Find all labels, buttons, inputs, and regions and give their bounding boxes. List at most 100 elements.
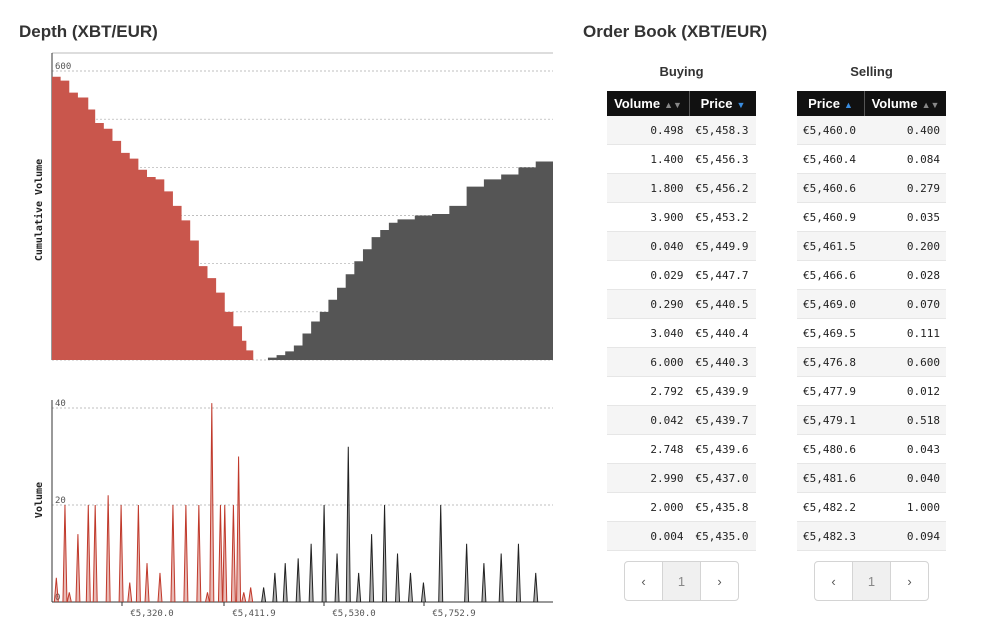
bid-volume-spike [222, 504, 228, 603]
buying-row: 3.040 €5,440.4 [607, 318, 756, 348]
buying-price-header[interactable]: Price ▼ [689, 91, 756, 116]
bid-volume-spike [135, 504, 141, 603]
ask-volume-spike [395, 553, 401, 603]
buying-cell: €5,435.0 [689, 521, 756, 551]
selling-cell: €5,479.1 [797, 405, 865, 435]
depth-ylabel: Cumulative Volume [33, 159, 45, 261]
buying-cell: 1.400 [607, 144, 690, 174]
bid-volume-spike [157, 572, 163, 603]
ask-volume-spike [498, 553, 504, 603]
buying-row: 6.000 €5,440.3 [607, 347, 756, 377]
buying-cell: €5,458.3 [689, 116, 756, 145]
selling-cell: 0.070 [864, 289, 946, 319]
bid-volume-spike [241, 592, 247, 603]
bid-volume-spike [230, 504, 236, 603]
selling-price-header[interactable]: Price ▲ [797, 91, 865, 116]
volume-xtick-label: €5,530.0 [332, 609, 375, 619]
volume-ylabel: Volume [34, 482, 45, 518]
selling-volume-header-label: Volume [871, 96, 918, 111]
buying-pagination: ‹ 1 › [624, 561, 739, 601]
selling-cell: €5,461.5 [797, 231, 865, 261]
volume-ytick-label: 20 [55, 496, 66, 506]
ask-volume-spike [464, 543, 470, 603]
buying-row: 1.800 €5,456.2 [607, 173, 756, 203]
volume-xtick-label: €5,320.0 [130, 609, 173, 619]
selling-volume-header[interactable]: Volume ▲▼ [864, 91, 946, 116]
bid-volume-spike [85, 504, 91, 603]
selling-row: €5,460.9 0.035 [797, 202, 946, 232]
buying-cell: €5,440.3 [689, 347, 756, 377]
ask-volume-spike [345, 446, 351, 603]
buying-row: 3.900 €5,453.2 [607, 202, 756, 232]
bid-volume-spike [209, 403, 215, 603]
buying-cell: €5,440.4 [689, 318, 756, 348]
ask-volume-spike [272, 572, 278, 603]
volume-xtick-label: €5,752.9 [432, 609, 475, 619]
selling-row: €5,480.6 0.043 [797, 434, 946, 464]
selling-cell: €5,476.8 [797, 347, 865, 377]
buying-prev-page-button[interactable]: ‹ [641, 573, 646, 589]
selling-next-page-button[interactable]: › [907, 573, 912, 589]
bid-volume-spike [53, 577, 59, 603]
bid-volume-spike [92, 504, 98, 603]
depth-ytick-label: 600 [55, 62, 71, 72]
selling-cell: 0.012 [864, 376, 946, 406]
selling-cell: €5,477.9 [797, 376, 865, 406]
volume-xtick-label: €5,411.9 [232, 609, 275, 619]
selling-row: €5,460.0 0.400 [797, 116, 946, 145]
asks-depth-area [259, 157, 553, 360]
selling-cell: 0.518 [864, 405, 946, 435]
buying-cell: 0.029 [607, 260, 690, 290]
buying-row: 0.029 €5,447.7 [607, 260, 756, 290]
selling-cell: 1.000 [864, 492, 946, 522]
buying-row: 2.792 €5,439.9 [607, 376, 756, 406]
bid-volume-spike [118, 504, 124, 603]
selling-row: €5,469.5 0.111 [797, 318, 946, 348]
bid-volume-spike [236, 456, 242, 603]
buying-price-header-label: Price [700, 96, 733, 111]
buying-cell: 1.800 [607, 173, 690, 203]
selling-cell: €5,469.5 [797, 318, 865, 348]
ask-volume-spike [382, 504, 388, 603]
selling-cell: €5,481.6 [797, 463, 865, 493]
buying-volume-header[interactable]: Volume ▲▼ [607, 91, 690, 116]
ask-volume-spike [420, 582, 426, 603]
selling-prev-page-button[interactable]: ‹ [831, 573, 836, 589]
buying-volume-header-label: Volume [614, 96, 661, 111]
buying-cell: €5,439.9 [689, 376, 756, 406]
depth-title: Depth (XBT/EUR) [19, 22, 158, 41]
selling-cell: 0.600 [864, 347, 946, 377]
sort-down-icon: ▼ [736, 100, 746, 110]
selling-page-number[interactable]: 1 [852, 562, 891, 600]
order-book-title: Order Book (XBT/EUR) [583, 22, 768, 41]
ask-volume-spike [481, 563, 487, 603]
buying-cell: €5,453.2 [689, 202, 756, 232]
ask-volume-spike [308, 543, 314, 603]
buying-page-number[interactable]: 1 [662, 562, 701, 600]
selling-cell: €5,469.0 [797, 289, 865, 319]
buying-cell: €5,435.8 [689, 492, 756, 522]
buying-row: 0.290 €5,440.5 [607, 289, 756, 319]
selling-table: Price ▲ Volume ▲▼ €5,460.0 0.400 €5,460.4 0.0… [797, 91, 946, 551]
selling-cell: 0.400 [864, 116, 946, 145]
selling-cell: 0.040 [864, 463, 946, 493]
selling-row: €5,482.2 1.000 [797, 492, 946, 522]
selling-cell: €5,480.6 [797, 434, 865, 464]
selling-cell: €5,460.4 [797, 144, 865, 174]
selling-cell: €5,466.6 [797, 260, 865, 290]
ask-volume-spike [261, 587, 267, 603]
buying-next-page-button[interactable]: › [717, 573, 722, 589]
sort-both-icon: ▲▼ [664, 100, 682, 110]
buying-cell: 0.042 [607, 405, 690, 435]
selling-cell: 0.094 [864, 521, 946, 551]
buying-cell: 0.040 [607, 231, 690, 261]
ask-volume-spike [334, 553, 340, 603]
buying-cell: 0.498 [607, 116, 690, 145]
buying-row: 0.040 €5,449.9 [607, 231, 756, 261]
ask-volume-spike [321, 504, 327, 603]
selling-cell: 0.200 [864, 231, 946, 261]
bid-volume-spike [127, 582, 133, 603]
selling-cell: 0.043 [864, 434, 946, 464]
ask-volume-spike [515, 543, 521, 603]
selling-row: €5,466.6 0.028 [797, 260, 946, 290]
